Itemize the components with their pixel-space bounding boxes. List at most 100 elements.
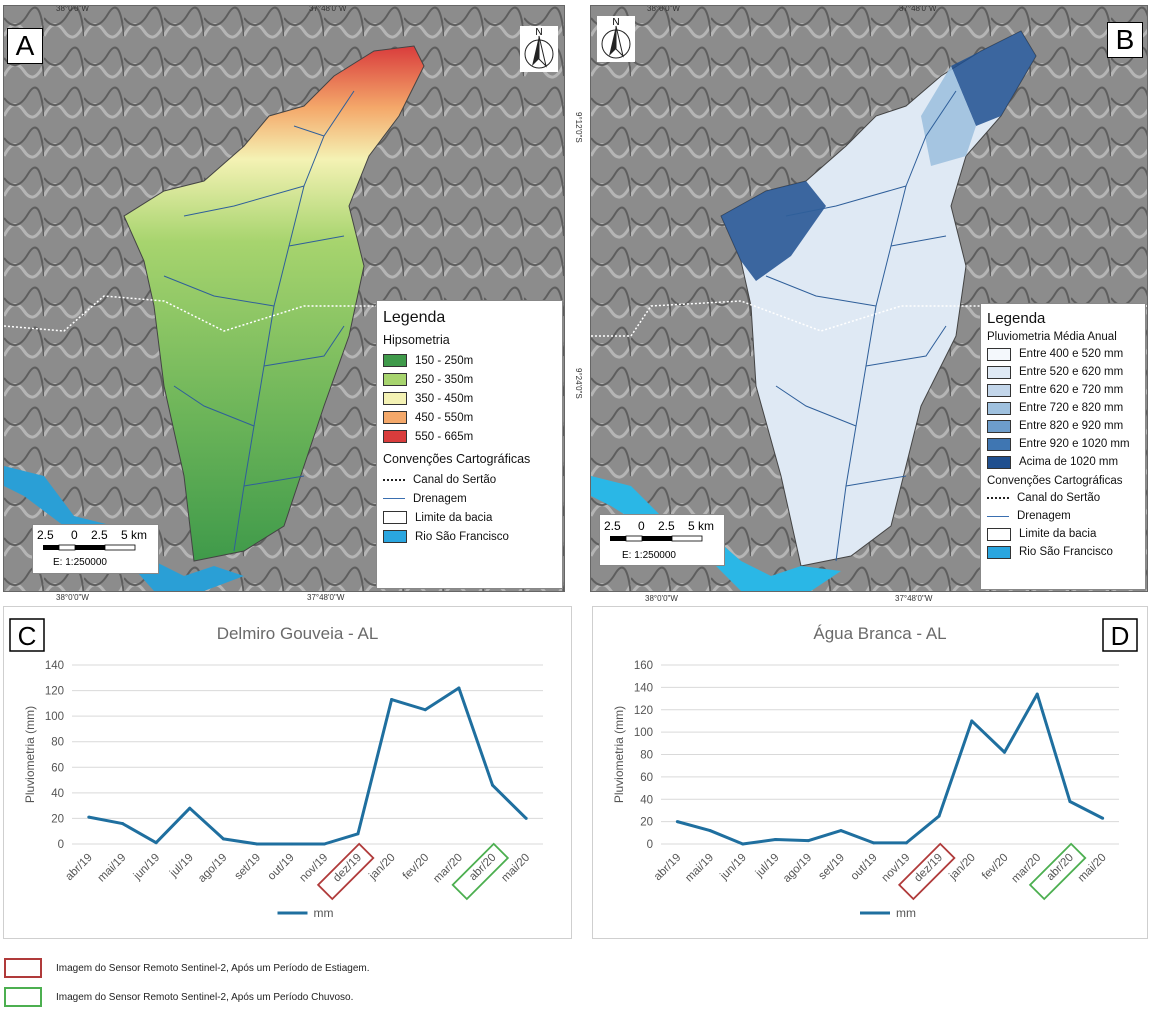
- legend-class-label: 350 - 450m: [415, 392, 474, 405]
- x-tick-label: jan/20: [947, 852, 978, 883]
- data-point: [806, 839, 810, 843]
- legend-section-pluviometria: Pluviometria Média Anual: [987, 331, 1117, 343]
- coord-bottom-left-a: 38°0'0"W: [56, 593, 89, 602]
- legend-class-label: Entre 400 e 520 mm: [1019, 348, 1124, 360]
- x-tick-label: out/19: [849, 852, 880, 883]
- legend-swatch: [987, 365, 1011, 379]
- legend-class-label: 550 - 665m: [415, 430, 474, 443]
- map-panel-b: B 38°0'0"W 37°48'0"W N Legenda Pluviomet…: [590, 5, 1148, 592]
- data-point: [839, 829, 843, 833]
- map-a-canvas: [4, 6, 564, 591]
- legend-convention-row: Canal do Sertão: [987, 489, 1145, 507]
- x-tick-label: nov/19: [880, 852, 913, 885]
- data-point: [708, 829, 712, 833]
- legend-symbol: [987, 497, 1009, 499]
- legend-convention-row: Limite da bacia: [383, 508, 562, 527]
- scale-segment: [625, 535, 643, 542]
- legend-symbol: [987, 545, 1011, 559]
- legend-title: Legenda: [987, 310, 1046, 327]
- legend-swatch: [383, 430, 407, 443]
- y-tick-label: 120: [634, 705, 653, 717]
- legend-class-row: Entre 820 e 920 mm: [987, 417, 1145, 435]
- legend-convention-label: Limite da bacia: [1019, 528, 1097, 540]
- legend-class-row: 550 - 665m: [383, 427, 562, 446]
- x-tick-label: mai/20: [499, 852, 532, 885]
- data-point: [675, 820, 679, 824]
- legend-section-hipsometria: Hipsometria: [383, 333, 450, 347]
- coord-bottom-right-a: 37°48'0"W: [307, 593, 345, 602]
- legend-convention-row: Drenagem: [987, 507, 1145, 525]
- rio-sao-francisco-b: [591, 476, 841, 591]
- y-tick-label: 100: [45, 711, 64, 723]
- legend-swatch: [383, 373, 407, 386]
- legend-swatch: [987, 347, 1011, 361]
- legend-swatch: [987, 455, 1011, 469]
- data-point: [390, 698, 394, 702]
- y-tick-label: 40: [640, 794, 653, 806]
- note-text-dry: Imagem do Sensor Remoto Sentinel-2, Após…: [56, 962, 370, 974]
- x-tick-label: abr/20: [1045, 852, 1077, 884]
- data-point: [524, 816, 528, 820]
- data-point: [423, 708, 427, 712]
- legend-class-row: Acima de 1020 mm: [987, 453, 1145, 471]
- x-tick-label: mar/20: [1010, 852, 1044, 886]
- scalebar-a: 2.5 0 2.5 5 km E: 1:250000: [32, 524, 159, 574]
- y-axis-label: Pluviometria (mm): [23, 706, 37, 803]
- legend-b: Legenda Pluviometria Média Anual Entre 4…: [980, 303, 1146, 590]
- data-point: [1101, 816, 1105, 820]
- coord-bottom-left-b: 38°0'0"W: [645, 594, 678, 603]
- chart-panel-c: C Delmiro Gouveia - AL 0 20 40 60 80 100 120 140 P…: [3, 606, 572, 939]
- y-tick-label: 0: [647, 839, 653, 851]
- note-dry-period: Imagem do Sensor Remoto Sentinel-2, Após…: [4, 958, 370, 978]
- data-point: [774, 838, 777, 842]
- highlight-box-red: [897, 842, 956, 901]
- x-tick-label: jul/19: [753, 852, 782, 881]
- legend-convention-label: Limite da bacia: [415, 511, 493, 524]
- scale-tick-2: 0: [638, 519, 645, 533]
- x-tick-label: nov/19: [298, 852, 331, 885]
- canal-do-sertao-a: [4, 295, 455, 332]
- north-label: N: [612, 17, 619, 28]
- data-point: [491, 783, 495, 787]
- data-point: [1035, 692, 1039, 696]
- legend-symbol: [383, 511, 407, 524]
- x-tick-label: set/19: [816, 852, 847, 883]
- scale-tick-3: 2.5: [91, 528, 108, 542]
- data-point: [457, 686, 461, 690]
- rain-zone-mid: [921, 66, 976, 166]
- x-tick-label: set/19: [233, 852, 264, 883]
- legend-class-row: 450 - 550m: [383, 408, 562, 427]
- legend-class-row: Entre 920 e 1020 mm: [987, 435, 1145, 453]
- rio-sao-francisco-a: [4, 466, 244, 591]
- note-text-rainy: Imagem do Sensor Remoto Sentinel-2, Após…: [56, 991, 354, 1003]
- legend-class-row: 150 - 250m: [383, 351, 562, 370]
- scale-segment: [642, 536, 672, 541]
- x-tick-label: fev/20: [401, 852, 432, 883]
- legend-class-label: 450 - 550m: [415, 411, 474, 424]
- scale-tick-3: 2.5: [658, 519, 675, 533]
- data-point: [970, 719, 974, 723]
- panel-letter: D: [1111, 621, 1130, 651]
- legend-swatch: [383, 411, 407, 424]
- scale-tick-2: 0: [71, 528, 78, 542]
- legend-a: Legenda Hipsometria 150 - 250m 250 - 350m…: [376, 300, 563, 589]
- scale-ratio: E: 1:250000: [622, 550, 676, 561]
- data-point: [322, 842, 326, 846]
- basin-shape-b: [720, 30, 1037, 567]
- scale-tick-1: 2.5: [37, 528, 54, 542]
- legend-class-row: Entre 720 e 820 mm: [987, 399, 1145, 417]
- x-tick-label: mai/20: [1076, 852, 1109, 885]
- highlight-box-red: [316, 842, 375, 901]
- legend-swatch: [987, 437, 1011, 451]
- scale-segment: [75, 545, 105, 550]
- legend-class-label: Entre 920 e 1020 mm: [1019, 438, 1130, 450]
- data-point: [872, 841, 876, 845]
- legend-class-label: Acima de 1020 mm: [1019, 456, 1119, 468]
- y-tick-label: 40: [51, 788, 64, 800]
- y-tick-label: 60: [640, 772, 653, 784]
- x-tick-label: ago/19: [781, 852, 814, 885]
- note-box-red: [4, 958, 42, 978]
- scale-tick-1: 2.5: [604, 519, 621, 533]
- data-point: [1003, 750, 1006, 754]
